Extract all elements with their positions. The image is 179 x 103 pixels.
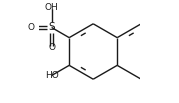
Text: O: O (28, 23, 35, 32)
Text: HO: HO (45, 71, 59, 80)
Text: S: S (48, 22, 55, 32)
Text: O: O (48, 43, 55, 52)
Text: OH: OH (45, 3, 59, 12)
